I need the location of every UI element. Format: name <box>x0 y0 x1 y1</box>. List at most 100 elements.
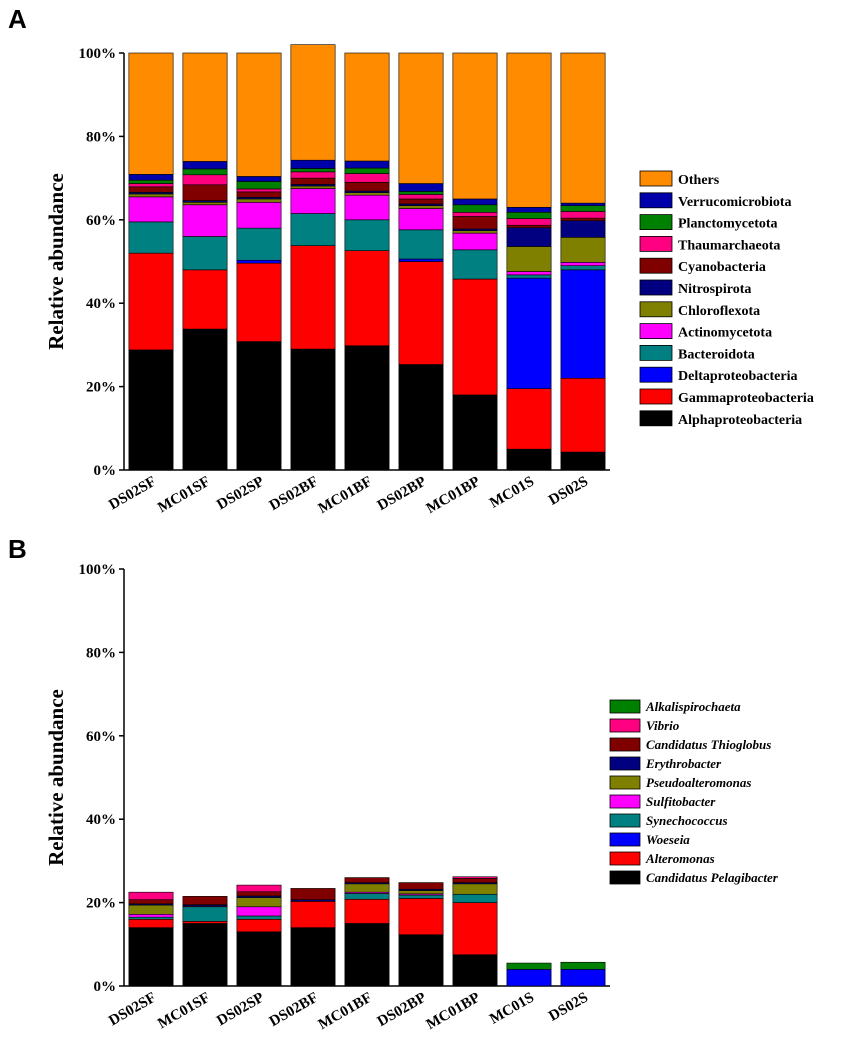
legend-swatch-thaumarchaeota <box>639 235 673 252</box>
bar-segment-actinomycetota-ds02bf <box>290 188 336 214</box>
legend-swatch-vibrio <box>609 718 641 733</box>
bar-segment-candidatus-thioglobus-ds02sp <box>236 891 282 897</box>
bar-segment-others-mc01s <box>506 52 552 208</box>
bar-segment-chloroflexota-ds02sf <box>128 193 174 198</box>
bar-segment-deltaproteobacteria-ds02s <box>560 269 606 379</box>
bar-segment-thaumarchaeota-ds02s <box>560 211 606 219</box>
legend-label-bacteroidota: Bacteroidota <box>678 347 755 362</box>
legend-label-gammaproteobacteria: Gammaproteobacteria <box>678 391 814 406</box>
legend-label-erythrobacter: Erythrobacter <box>645 756 722 771</box>
x-tick-label: DS02SF <box>106 474 159 514</box>
legend-swatch-nitrospirota <box>639 279 673 296</box>
bar-segment-alphaproteobacteria-ds02s <box>560 451 606 471</box>
x-tick-label: MC01BP <box>424 990 483 1033</box>
bar-segment-alteromonas-mc01bp <box>452 902 498 956</box>
bar-segment-pseudoalteromonas-ds02sp <box>236 897 282 908</box>
bar-segment-chloroflexota-ds02bf <box>290 185 336 189</box>
legend-label-alkalispirochaeta: Alkalispirochaeta <box>645 699 741 714</box>
legend-swatch-candidatus-pelagibacter <box>609 870 641 885</box>
x-tick-label: MC01SF <box>155 990 213 1033</box>
bar-segment-actinomycetota-mc01sf <box>182 204 228 237</box>
bar-segment-woeseia-mc01s <box>506 969 552 987</box>
legend-label-planctomycetota: Planctomycetota <box>678 217 778 232</box>
bar-segment-alphaproteobacteria-mc01bp <box>452 394 498 471</box>
bar-segment-chloroflexota-mc01bp <box>452 230 498 234</box>
bar-segment-chloroflexota-mc01bf <box>344 192 390 196</box>
legend-label-deltaproteobacteria: Deltaproteobacteria <box>678 369 797 384</box>
bar-segment-thaumarchaeota-ds02sp <box>236 188 282 193</box>
bar-segment-bacteroidota-mc01sf <box>182 236 228 271</box>
bar-segment-cyanobacteria-ds02bp <box>398 198 444 205</box>
legend-label-woeseia: Woeseia <box>646 832 690 847</box>
bar-segment-woeseia-ds02s <box>560 969 606 987</box>
bar-segment-others-ds02sp <box>236 52 282 177</box>
bar-segment-alphaproteobacteria-mc01sf <box>182 328 228 471</box>
y-tick-label: 60% <box>86 213 116 229</box>
bar-segment-alphaproteobacteria-mc01s <box>506 448 552 471</box>
legend-label-synechococcus: Synechococcus <box>646 813 728 828</box>
legend-label-others: Others <box>678 173 720 188</box>
legend-swatch-alteromonas <box>609 851 641 866</box>
legend-swatch-deltaproteobacteria <box>639 366 673 383</box>
bar-segment-deltaproteobacteria-ds02sp <box>236 259 282 264</box>
y-tick-label: 100% <box>79 562 117 578</box>
legend-label-cyanobacteria: Cyanobacteria <box>678 260 766 275</box>
bar-segment-candidatus-thioglobus-ds02sf <box>128 899 174 905</box>
bar-segment-pseudoalteromonas-mc01bf <box>344 883 390 893</box>
bar-segment-synechococcus-mc01sf <box>182 906 228 922</box>
x-tick-label: DS02SF <box>106 990 159 1030</box>
bar-segment-candidatus-thioglobus-mc01bp <box>452 878 498 883</box>
bar-segment-others-mc01sf <box>182 52 228 162</box>
legend-swatch-sulfitobacter <box>609 794 641 809</box>
bar-segment-deltaproteobacteria-mc01s <box>506 277 552 389</box>
legend-swatch-others <box>639 170 673 187</box>
bar-segment-candidatus-pelagibacter-ds02bp <box>398 934 444 987</box>
bar-segment-alphaproteobacteria-ds02sf <box>128 349 174 471</box>
legend-swatch-bacteroidota <box>639 344 673 361</box>
bar-segment-sulfitobacter-ds02sp <box>236 906 282 917</box>
bar-segment-others-mc01bp <box>452 52 498 200</box>
bar-segment-alteromonas-ds02sp <box>236 918 282 933</box>
bar-segment-actinomycetota-ds02sf <box>128 196 174 223</box>
bar-segment-gammaproteobacteria-ds02sp <box>236 262 282 342</box>
x-tick-label: MC01BF <box>316 474 375 517</box>
bar-segment-actinomycetota-mc01bp <box>452 232 498 251</box>
legend-label-thaumarchaeota: Thaumarchaeota <box>678 238 780 253</box>
panel-letter-b: B <box>8 534 27 564</box>
y-tick-label: 20% <box>86 380 116 396</box>
bar-segment-candidatus-pelagibacter-mc01bp <box>452 954 498 987</box>
bar-segment-candidatus-pelagibacter-ds02sp <box>236 931 282 987</box>
legend-label-nitrospirota: Nitrospirota <box>678 282 751 297</box>
y-tick-label: 40% <box>86 812 116 828</box>
y-axis-title: Relative abundance <box>44 173 68 350</box>
bar-segment-synechococcus-mc01bp <box>452 893 498 903</box>
bar-segment-bacteroidota-mc01s <box>506 274 552 279</box>
bar-segment-cyanobacteria-mc01sf <box>182 184 228 201</box>
bar-segment-others-ds02sf <box>128 52 174 175</box>
bar-segment-bacteroidota-ds02bp <box>398 229 444 260</box>
bar-segment-vibrio-mc01bp <box>452 876 498 879</box>
bar-segment-planctomycetota-ds02sf <box>128 179 174 184</box>
bar-segment-gammaproteobacteria-ds02s <box>560 377 606 453</box>
bar-segment-actinomycetota-mc01s <box>506 271 552 276</box>
bar-segment-candidatus-thioglobus-ds02bp <box>398 882 444 890</box>
x-tick-label: DS02BF <box>267 474 321 515</box>
bar-segment-others-mc01bf <box>344 52 390 162</box>
chart-panel-b: 0% 20% 40% 60% 80% 100% Relative abundance DS02… <box>44 562 779 1033</box>
bar-segment-synechococcus-ds02sf <box>128 916 174 920</box>
bar-segment-verrucomicrobiota-ds02s <box>560 202 606 206</box>
bar-segment-planctomycetota-mc01bf <box>344 167 390 174</box>
bar-segment-cyanobacteria-ds02bf <box>290 177 336 185</box>
bar-segment-thaumarchaeota-mc01bf <box>344 173 390 183</box>
legend-swatch-erythrobacter <box>609 756 641 771</box>
bar-segment-vibrio-ds02sp <box>236 884 282 893</box>
bar-segment-bacteroidota-ds02s <box>560 265 606 271</box>
bar-segment-cyanobacteria-ds02s <box>560 217 606 221</box>
bar-segment-gammaproteobacteria-ds02bf <box>290 245 336 350</box>
bar-segment-actinomycetota-ds02s <box>560 262 606 266</box>
legend-label-actinomycetota: Actinomycetota <box>678 326 772 341</box>
legend-swatch-alphaproteobacteria <box>639 410 673 427</box>
panel-letter-a: A <box>8 4 27 34</box>
bar-segment-alteromonas-mc01sf <box>182 921 228 924</box>
x-tick-label: DS02BP <box>375 990 429 1031</box>
